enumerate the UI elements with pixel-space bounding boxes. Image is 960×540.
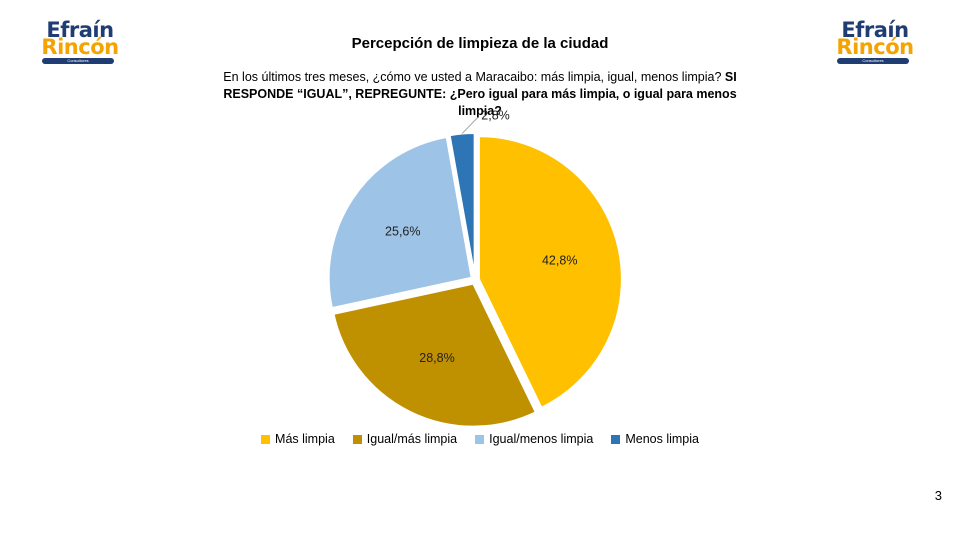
logo-left: Efraín Rincón Consultores [20,20,140,70]
pie-slice-0 [477,135,623,410]
logo-line2: Rincón [41,35,119,59]
data-label-3: 2,8% [481,109,510,123]
legend-swatch [475,434,485,444]
pie-slice-2 [327,135,473,310]
pie-slice-1 [332,282,538,428]
data-label-0: 42,8% [542,254,577,268]
logo-line2: Rincón [836,35,914,59]
chart-legend: Más limpia Igual/más limpia Igual/menos li… [0,432,960,446]
legend-label: Igual/menos limpia [489,432,594,446]
leader-line-3 [461,117,478,134]
logo-line1: Efraín [841,18,909,42]
logo-tagline: Consultores [837,58,909,64]
logo-right: Efraín Rincón Consultores [815,20,935,70]
legend-label: Más limpia [275,432,335,446]
data-label-2: 25,6% [385,225,420,239]
page-number: 3 [934,488,942,503]
question-text: En los últimos tres meses, ¿cómo ve uste… [223,70,725,84]
survey-question: En los últimos tres meses, ¿cómo ve uste… [200,69,760,120]
data-label-1: 28,8% [419,351,454,365]
legend-item-0: Más limpia [261,432,335,446]
legend-label: Igual/más limpia [366,432,458,446]
legend-item-1: Igual/más limpia [352,432,458,446]
question-text-bold: SI RESPONDE “IGUAL”, REPREGUNTE: ¿Pero i… [223,70,737,118]
legend-item-2: Igual/menos limpia [475,432,593,446]
logo-tagline: Consultores [42,58,114,64]
legend-item-3: Menos limpia [611,432,699,446]
logo-line1: Efraín [46,18,114,42]
legend-swatch [611,434,621,444]
legend-label: Menos limpia [625,432,699,446]
legend-swatch [352,434,362,444]
legend-swatch [261,434,271,444]
chart-title: Percepción de limpieza de la ciudad [351,35,609,52]
